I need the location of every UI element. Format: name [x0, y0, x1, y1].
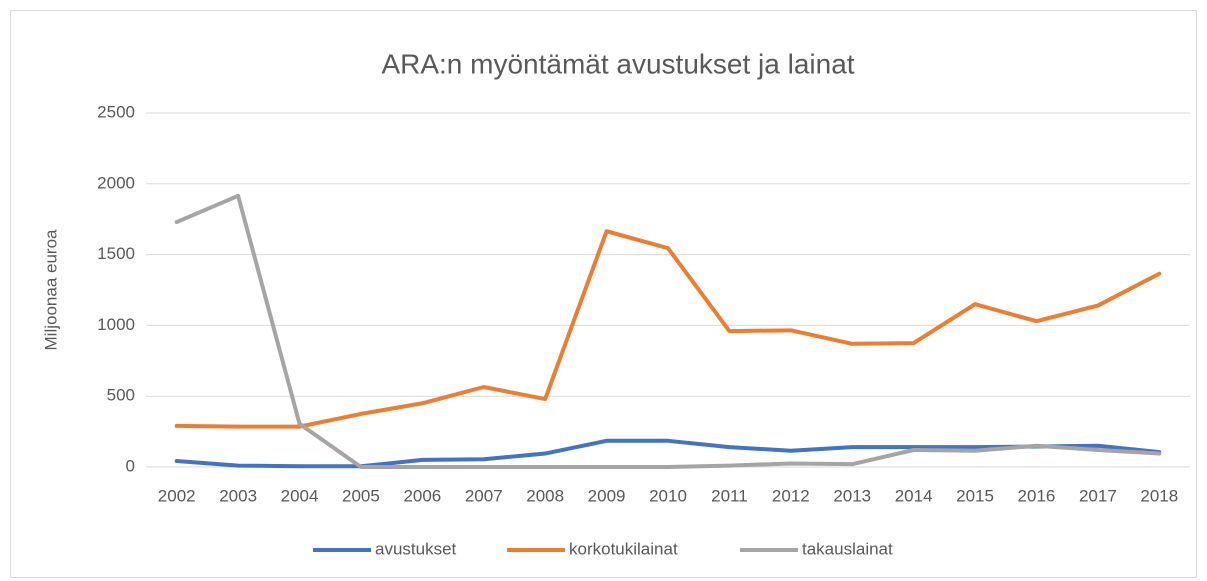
x-tick-label: 2003	[219, 486, 257, 505]
y-axis-label: Miljoonaa euroa	[41, 229, 60, 351]
x-tick-label: 2016	[1018, 486, 1056, 505]
chart-frame	[10, 10, 1197, 578]
x-tick-label: 2009	[588, 486, 626, 505]
line-series	[174, 438, 1162, 469]
x-tick-label: 2018	[1140, 486, 1178, 505]
line-series	[174, 229, 1162, 429]
line-series	[174, 193, 1162, 469]
y-tick-label: 2000	[97, 173, 135, 192]
x-tick-label: 2017	[1079, 486, 1117, 505]
y-tick-label: 500	[107, 386, 135, 405]
x-tick-label: 2011	[711, 486, 748, 505]
x-tick-label: 2007	[465, 486, 503, 505]
legend-label: takauslainat	[802, 539, 893, 558]
y-tick-label: 0	[126, 456, 135, 475]
x-tick-label: 2012	[772, 486, 810, 505]
legend-label: korkotukilainat	[569, 539, 678, 558]
x-tick-label: 2006	[403, 486, 441, 505]
y-tick-label: 1000	[97, 315, 135, 334]
x-tick-label: 2010	[649, 486, 687, 505]
x-tick-label: 2015	[956, 486, 994, 505]
x-tick-label: 2002	[158, 486, 196, 505]
x-tick-label: 2008	[526, 486, 564, 505]
chart-title: ARA:n myöntämät avustukset ja lainat	[381, 48, 854, 79]
x-tick-label: 2014	[895, 486, 933, 505]
y-tick-label: 1500	[97, 244, 135, 263]
x-tick-label: 2004	[281, 486, 319, 505]
x-tick-label: 2005	[342, 486, 380, 505]
legend-label: avustukset	[375, 539, 457, 558]
y-tick-label: 2500	[97, 102, 135, 121]
x-tick-label: 2013	[833, 486, 871, 505]
